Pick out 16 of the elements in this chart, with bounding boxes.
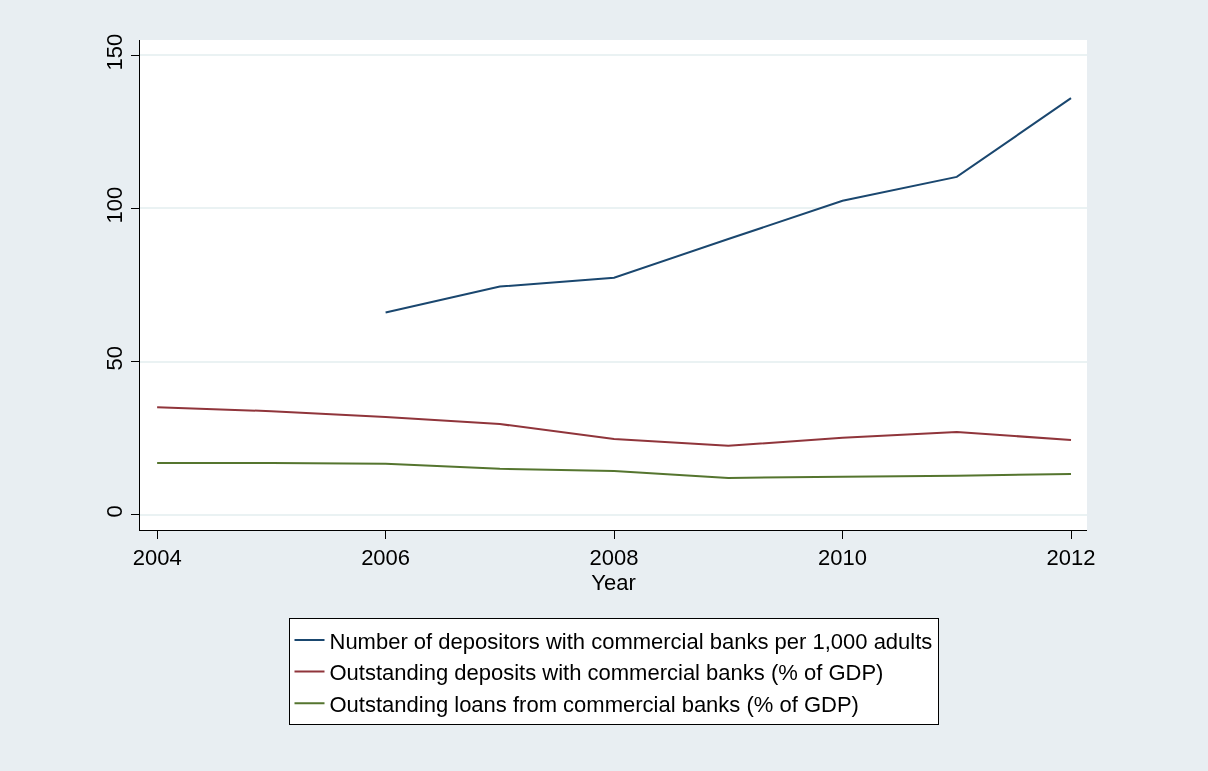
x-tick-label: 2010	[818, 545, 868, 571]
x-tick-label: 2004	[132, 545, 182, 571]
legend-label: Number of depositors with commercial banks per 1,000 adults	[329, 628, 933, 654]
y-tick-label: 50	[102, 346, 128, 371]
y-tick-label: 150	[102, 33, 128, 71]
x-axis-title: Year	[591, 570, 636, 596]
line-series	[384, 97, 1073, 314]
y-tick-label: 0	[102, 505, 128, 518]
x-tick-label: 2012	[1046, 545, 1096, 571]
y-tick-label: 100	[102, 186, 128, 224]
line-series	[156, 461, 1073, 479]
legend-label: Outstanding deposits with commercial banks (% of GDP)	[329, 660, 884, 686]
x-tick-label: 2006	[361, 545, 411, 571]
line-series	[156, 406, 1073, 447]
legend-label: Outstanding loans from commercial banks (% of GDP)	[329, 691, 859, 717]
x-tick-label: 2008	[589, 545, 639, 571]
